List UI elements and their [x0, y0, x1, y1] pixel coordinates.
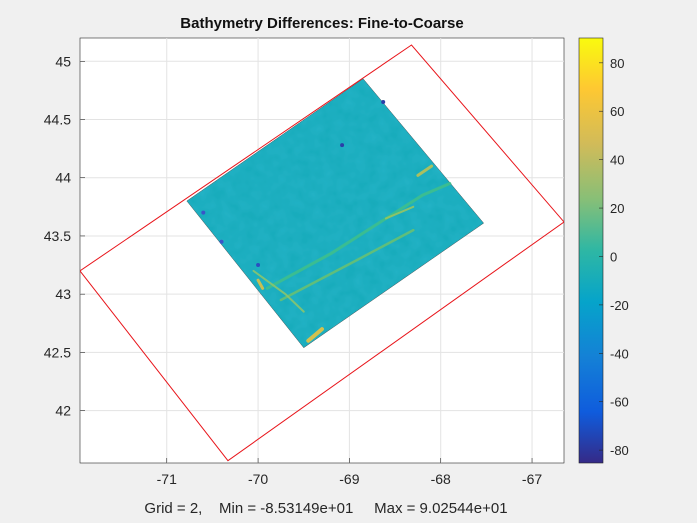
colorbar-tick-label: 60	[610, 104, 624, 119]
difference-streak	[279, 228, 415, 302]
difference-streak	[256, 278, 265, 290]
colorbar-tick-label: -60	[610, 395, 629, 410]
difference-spot	[201, 210, 206, 215]
difference-spot	[219, 239, 224, 244]
difference-streak	[265, 182, 452, 290]
chart-title: Bathymetry Differences: Fine-to-Coarse	[180, 15, 463, 32]
y-tick-label: 42	[55, 403, 71, 419]
y-tick-label: 42.5	[44, 344, 71, 360]
x-tick-label: -71	[157, 471, 177, 487]
axes: -71 -70 -69 -68 -67 42 42.5 43 43.5 44 44.5 45	[44, 53, 543, 487]
fine-grid-texture	[186, 78, 484, 348]
y-tick-label: 43	[55, 286, 71, 302]
x-tick-label: -70	[248, 471, 268, 487]
difference-streak	[384, 205, 415, 220]
colorbar-tick-label: -80	[610, 443, 629, 458]
difference-spot	[381, 100, 386, 105]
difference-spot	[256, 263, 261, 268]
x-tick-label: -68	[431, 471, 451, 487]
coarse-grid-outline	[80, 44, 564, 462]
y-tick-label: 43.5	[44, 228, 71, 244]
colorbar: -80 -60 -40 -20 0 20 40 60 80	[578, 37, 629, 464]
difference-spot	[340, 143, 345, 148]
colorbar-tick-label: -20	[610, 298, 629, 313]
y-tick-label: 44.5	[44, 112, 71, 128]
colorbar-tick-label: 0	[610, 249, 617, 264]
difference-features	[201, 100, 452, 343]
y-tick-label: 45	[55, 53, 71, 69]
x-tick-label: -69	[339, 471, 359, 487]
colorbar-tick-label: -40	[610, 346, 629, 361]
difference-streak	[306, 327, 324, 343]
data-layer	[80, 44, 564, 462]
x-tick-label: -67	[522, 471, 542, 487]
difference-streak	[252, 269, 305, 313]
colorbar-gradient	[578, 37, 604, 464]
colorbar-tick-label: 80	[610, 56, 624, 71]
difference-streak	[416, 164, 434, 177]
colorbar-tick-label: 40	[610, 153, 624, 168]
x-axis-label: Grid = 2, Min = -8.53149e+01 Max = 9.025…	[144, 500, 507, 517]
colorbar-tick-label: 20	[610, 201, 624, 216]
y-tick-label: 44	[55, 170, 71, 186]
